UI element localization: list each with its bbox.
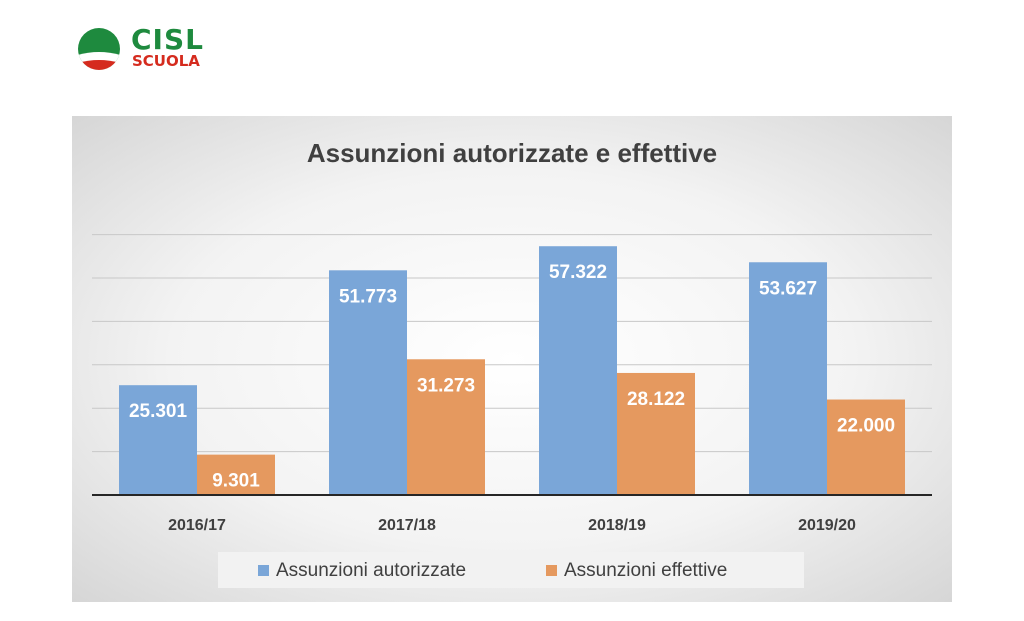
bar-chart: Assunzioni autorizzate e effettive 25.30… [92, 138, 932, 588]
data-label: 57.322 [549, 262, 607, 283]
logo-sub-text: SCUOLA [132, 52, 200, 70]
bar-autorizzate [329, 270, 407, 495]
gridlines [92, 234, 932, 453]
data-label: 25.301 [129, 401, 188, 422]
legend-label: Assunzioni autorizzate [276, 560, 466, 581]
bar-effettive [617, 372, 695, 495]
bar-autorizzate [539, 246, 617, 495]
x-axis: 2016/17 2017/18 2018/19 2019/20 [92, 494, 932, 534]
legend-swatch [258, 565, 269, 576]
legend: Assunzioni autorizzate Assunzioni effetti… [218, 552, 804, 588]
bar-effettive [197, 454, 275, 495]
x-tick-label: 2016/17 [168, 517, 226, 534]
bar-autorizzate [119, 385, 197, 495]
cisl-globe-icon [78, 28, 120, 70]
legend-swatch [546, 565, 557, 576]
data-label: 51.773 [339, 286, 397, 307]
data-label: 53.627 [759, 278, 817, 299]
data-label: 28.122 [627, 389, 685, 410]
x-tick-label: 2017/18 [378, 517, 436, 534]
data-label: 22.000 [837, 416, 895, 437]
x-tick-label: 2019/20 [798, 517, 856, 534]
data-label: 31.273 [417, 375, 475, 396]
bar-effettive [827, 399, 905, 495]
cisl-scuola-logo: CISL SCUOLA [74, 26, 224, 76]
data-label: 9.301 [212, 471, 260, 492]
bar-effettive [407, 359, 485, 495]
logo-brand-text: CISL [131, 23, 204, 56]
bars: 25.301 9.301 51.773 31.273 57.322 28.122 53.62… [119, 246, 905, 495]
chart-panel: Assunzioni autorizzate e effettive 25.30… [72, 116, 952, 602]
x-tick-label: 2018/19 [588, 517, 646, 534]
legend-label: Assunzioni effettive [564, 560, 727, 581]
bar-autorizzate [749, 262, 827, 495]
chart-title: Assunzioni autorizzate e effettive [307, 138, 717, 168]
legend-box [218, 552, 804, 588]
